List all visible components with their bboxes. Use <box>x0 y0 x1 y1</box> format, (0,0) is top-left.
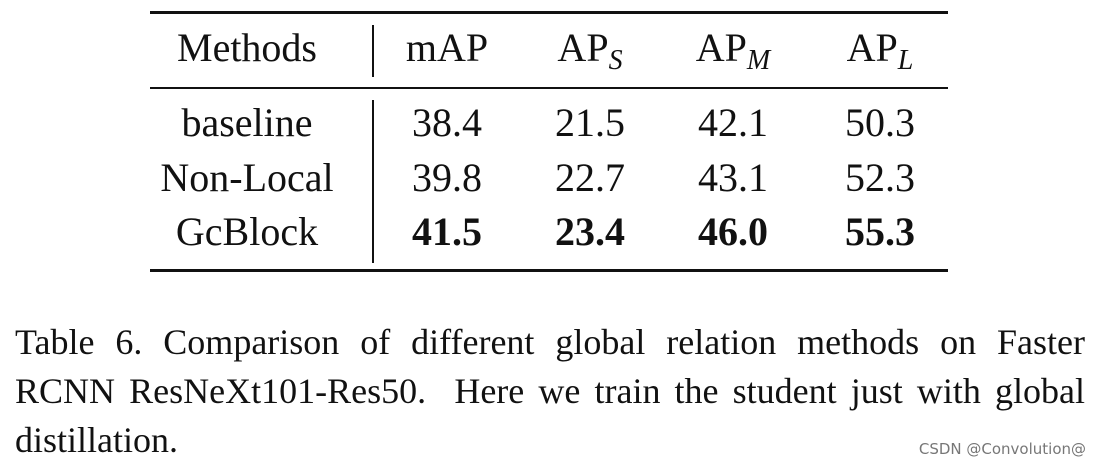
header-text: AP <box>695 25 747 70</box>
method-cell: GcBlock <box>175 209 319 254</box>
value-cell: 42.1 <box>698 100 768 145</box>
header-cell: mAP <box>406 24 488 72</box>
value-cell: 46.0 <box>698 209 768 254</box>
value-cell: 22.7 <box>555 155 625 200</box>
header-text: Methods <box>177 25 317 70</box>
watermark: CSDN @Convolution@ <box>918 440 1086 458</box>
method-cell: Non-Local <box>160 155 334 200</box>
value-cell: 52.3 <box>845 155 915 200</box>
column-divider <box>372 25 374 77</box>
header-subscript: M <box>746 45 771 76</box>
header-cell: APS <box>557 24 622 75</box>
header-cell: APM <box>695 24 770 75</box>
top-rule <box>150 11 948 14</box>
value-cell: 50.3 <box>845 100 915 145</box>
value-cell: 21.5 <box>555 100 625 145</box>
column-divider <box>372 100 374 263</box>
header-subscript: L <box>897 45 914 76</box>
header-subscript: S <box>608 45 623 76</box>
header-text: mAP <box>405 25 489 70</box>
header-text: AP <box>846 25 898 70</box>
header-cell: Methods <box>177 24 317 72</box>
value-cell: 43.1 <box>698 155 768 200</box>
value-cell: 39.8 <box>412 155 482 200</box>
value-cell: 41.5 <box>412 209 482 254</box>
method-cell: baseline <box>181 100 313 145</box>
value-cell: 55.3 <box>845 209 915 254</box>
value-cell: 38.4 <box>412 100 482 145</box>
mid-rule <box>150 87 948 89</box>
header-text: AP <box>557 25 609 70</box>
caption: Table 6. Comparison of different global … <box>15 322 1094 460</box>
header-cell: APL <box>846 24 914 75</box>
bottom-rule <box>150 269 948 272</box>
value-cell: 23.4 <box>555 209 625 254</box>
